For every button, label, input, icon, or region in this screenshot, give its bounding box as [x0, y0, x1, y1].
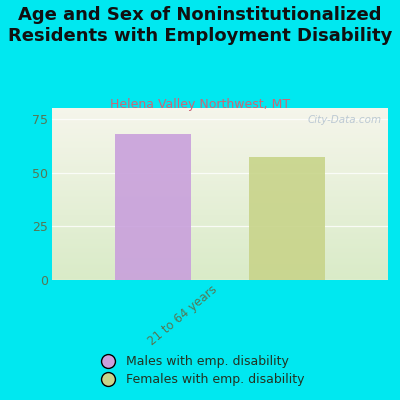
Text: City-Data.com: City-Data.com	[307, 115, 381, 125]
Bar	[115, 134, 191, 280]
Text: Helena Valley Northwest, MT: Helena Valley Northwest, MT	[110, 98, 290, 111]
Text: Age and Sex of Noninstitutionalized
Residents with Employment Disability: Age and Sex of Noninstitutionalized Resi…	[8, 6, 392, 45]
Legend: Males with emp. disability, Females with emp. disability: Males with emp. disability, Females with…	[91, 351, 309, 390]
Bar	[249, 158, 325, 280]
